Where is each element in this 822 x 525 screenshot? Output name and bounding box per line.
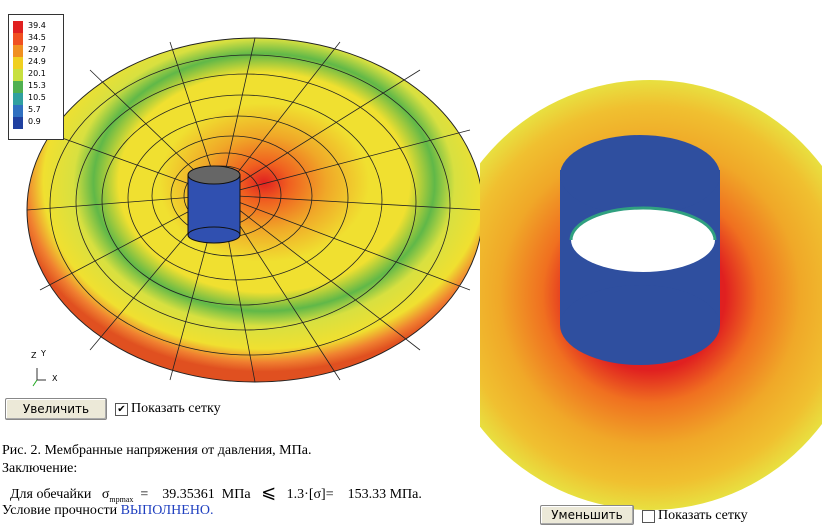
formula: Для обечайки σmpmax = 39.35361 МПа ⩽ 1.3…	[10, 482, 422, 504]
legend-label: 39.4	[28, 21, 46, 30]
formula-relation: ⩽	[261, 482, 276, 502]
caption: Рис. 2. Мембранные напряжения от давлени…	[2, 443, 311, 459]
status-prefix: Условие прочности	[2, 503, 117, 518]
formula-prefix: Для обечайки	[10, 487, 91, 502]
formula-equals: =	[140, 487, 148, 502]
axis-z: Z	[31, 351, 36, 360]
zoom-out-button[interactable]: Уменьшить	[540, 505, 634, 525]
show-grid-checkbox[interactable]	[642, 510, 655, 523]
legend-label: 5.7	[28, 105, 41, 114]
legend-label: 15.3	[28, 81, 46, 90]
legend-label: 24.9	[28, 57, 46, 66]
legend-label: 0.9	[28, 117, 41, 126]
status: Условие прочности ВЫПОЛНЕНО.	[2, 503, 214, 519]
color-legend: 39.4 34.5 29.7 24.9 20.1 15.3 10.5 5.7 0…	[8, 14, 64, 140]
show-grid-checkbox[interactable]: ✔	[115, 403, 128, 416]
axis-y: Y	[41, 349, 46, 358]
formula-value: 39.35361	[162, 487, 215, 502]
formula-limit-unit: МПа.	[390, 487, 422, 502]
detail-view	[435, 80, 822, 510]
page: 39.4 34.5 29.7 24.9 20.1 15.3 10.5 5.7 0…	[0, 0, 822, 524]
formula-unit: МПа	[222, 487, 251, 502]
zoom-in-button[interactable]: Увеличить	[5, 398, 107, 420]
axis-x: X	[52, 374, 57, 383]
checkbox-label: Показать сетку	[658, 508, 748, 524]
legend-label: 20.1	[28, 69, 46, 78]
status-result: ВЫПОЛНЕНО.	[121, 503, 214, 518]
conclusion-label: Заключение:	[2, 461, 77, 477]
legend-label: 34.5	[28, 33, 46, 42]
legend-label: 10.5	[28, 93, 46, 102]
formula-allowable: 1.3·[σ]=	[287, 487, 334, 502]
checkbox-label: Показать сетку	[131, 401, 221, 417]
legend-label: 29.7	[28, 45, 46, 54]
disc-view	[27, 38, 483, 386]
formula-limit: 153.33	[348, 487, 387, 502]
